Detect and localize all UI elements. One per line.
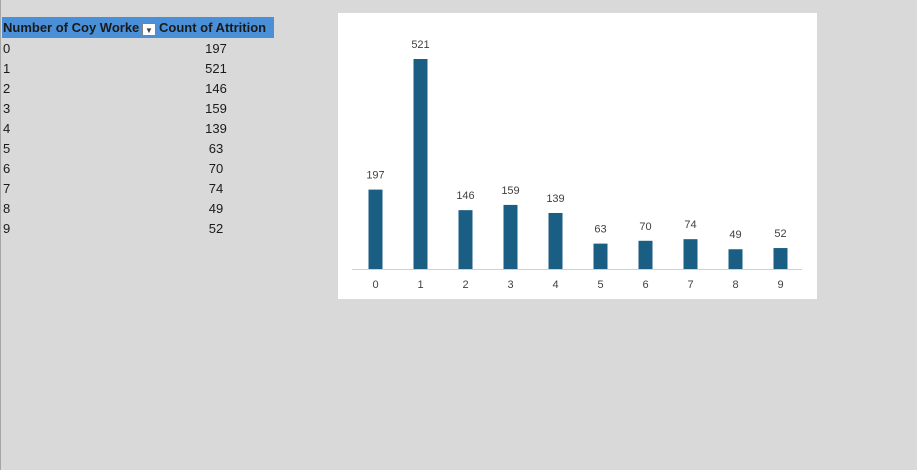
pivot-row[interactable]: 7 74 [2,178,274,198]
sheet-left-border [0,0,1,470]
pivot-row[interactable]: 9 52 [2,218,274,238]
pivot-row[interactable]: 5 63 [2,138,274,158]
pivot-row-value[interactable]: 146 [205,80,227,96]
data-label: 146 [456,190,474,202]
pivot-row-value[interactable]: 70 [208,160,224,176]
x-tick-label: 4 [552,279,558,291]
bar[interactable] [728,249,743,269]
pivot-row-value[interactable]: 521 [205,60,227,76]
pivot-row-label[interactable]: 2 [3,80,11,96]
pivot-table[interactable]: Number of Coy Worke ▼ Count of Attrition… [2,17,274,238]
pivot-row-value[interactable]: 49 [208,200,224,216]
pivot-row-label[interactable]: 1 [3,60,11,76]
pivot-row[interactable]: 8 49 [2,198,274,218]
pivot-row[interactable]: 2 146 [2,78,274,98]
x-tick-label: 2 [462,279,468,291]
bar[interactable] [773,248,788,269]
bar[interactable] [548,212,563,269]
pivot-row-value[interactable]: 159 [205,100,227,116]
x-tick-label: 3 [507,279,513,291]
bar[interactable] [593,243,608,269]
pivot-row[interactable]: 6 70 [2,158,274,178]
pivot-row-label[interactable]: 6 [3,160,11,176]
x-tick-label: 5 [597,279,603,291]
x-tick-label: 6 [642,279,648,291]
bar[interactable] [458,210,473,269]
pivot-header-row: Number of Coy Worke ▼ Count of Attrition [2,17,274,38]
pivot-row-label[interactable]: 3 [3,100,11,116]
pivot-row-label[interactable]: 8 [3,200,11,216]
bar[interactable] [368,189,383,269]
x-tick-label: 9 [777,279,783,291]
x-tick-label: 8 [732,279,738,291]
bar[interactable] [503,204,518,269]
value-header[interactable]: Count of Attrition [159,20,267,35]
data-label: 159 [501,185,519,197]
bar[interactable] [413,59,428,269]
bar-chart[interactable]: 197 0 521 1 146 2 159 3 139 4 63 5 70 6 74 7 49 8 52 9 [338,13,817,299]
pivot-row-value[interactable]: 52 [208,220,224,236]
pivot-row-label[interactable]: 7 [3,180,11,196]
x-tick-label: 0 [372,279,378,291]
row-labels-header[interactable]: Number of Coy Worke ▼ [2,20,157,35]
pivot-row[interactable]: 4 139 [2,118,274,138]
chart-svg: 197 0 521 1 146 2 159 3 139 4 63 5 70 6 74 7 49 8 52 9 [352,39,802,291]
pivot-row-value[interactable]: 63 [208,140,224,156]
data-label: 52 [774,228,786,240]
pivot-row-label[interactable]: 5 [3,140,11,156]
bar[interactable] [683,239,698,269]
filter-dropdown-icon[interactable]: ▼ [142,23,156,35]
pivot-row-label[interactable]: 0 [3,40,11,56]
data-label: 197 [366,170,384,182]
pivot-row-label[interactable]: 9 [3,220,11,236]
pivot-row-value[interactable]: 74 [208,180,224,196]
data-label: 63 [594,224,606,236]
pivot-row[interactable]: 0 197 [2,38,274,58]
pivot-row[interactable]: 3 159 [2,98,274,118]
pivot-row-label[interactable]: 4 [3,120,11,136]
row-labels-header-text: Number of Coy Worke [3,20,140,35]
x-tick-label: 1 [417,279,423,291]
data-label: 74 [684,219,696,231]
pivot-rows: 0 197 1 521 2 146 3 159 4 139 5 63 6 70 7 74 8 49 9 52 [2,38,274,238]
data-label: 70 [639,221,651,233]
x-tick-label: 7 [687,279,693,291]
pivot-row-value[interactable]: 139 [205,120,227,136]
bar[interactable] [638,240,653,269]
data-label: 139 [546,193,564,205]
data-label: 521 [411,39,429,51]
pivot-row[interactable]: 1 521 [2,58,274,78]
pivot-row-value[interactable]: 197 [205,40,227,56]
data-label: 49 [729,229,741,241]
